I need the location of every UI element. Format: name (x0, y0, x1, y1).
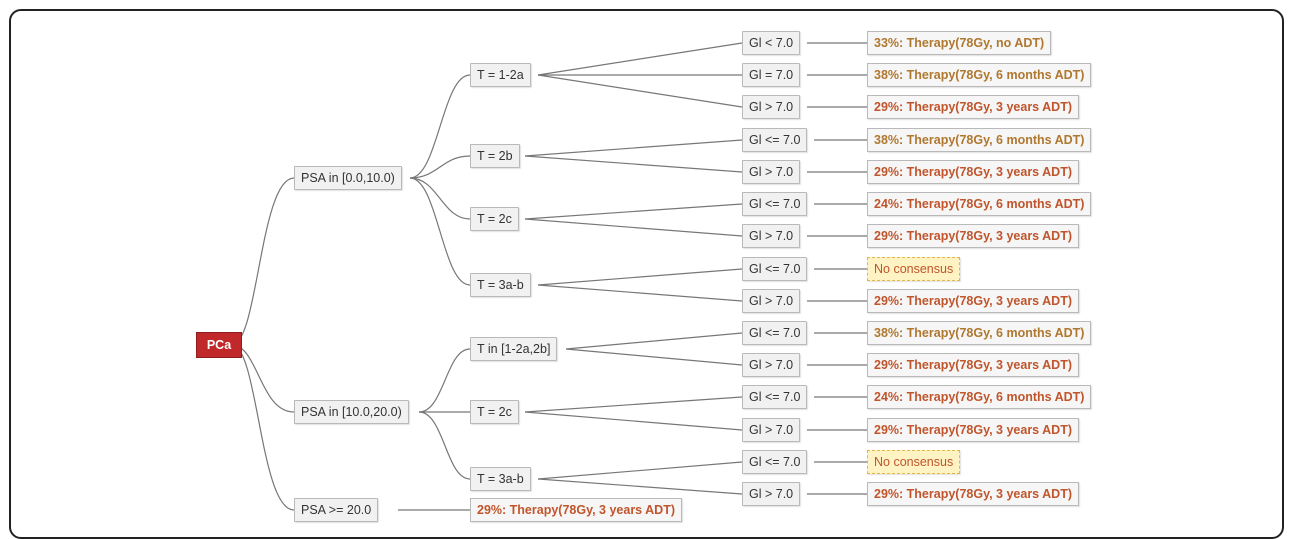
t-node-2b[interactable]: T = 2b (470, 144, 520, 168)
gl-node[interactable]: Gl = 7.0 (742, 63, 801, 87)
outcome-node[interactable]: 38%: Therapy(78Gy, 6 months ADT) (867, 63, 1092, 87)
edge-t4-gl8 (537, 268, 743, 286)
edge-t3-gl7 (524, 218, 743, 237)
outcome-node[interactable]: 29%: Therapy(78Gy, 3 years ADT) (867, 160, 1079, 184)
gl-node[interactable]: Gl < 7.0 (742, 31, 801, 55)
edge-t2-gl4 (524, 139, 743, 157)
gl-node[interactable]: Gl > 7.0 (742, 289, 801, 313)
edge-t4-gl9 (537, 284, 743, 302)
outcome-node-psa-high[interactable]: 29%: Therapy(78Gy, 3 years ADT) (470, 498, 682, 522)
psa-node-ge-20[interactable]: PSA >= 20.0 (294, 498, 379, 522)
gl-node[interactable]: Gl <= 7.0 (742, 257, 808, 281)
edge-t6-gl12 (524, 396, 743, 413)
outcome-node[interactable]: 29%: Therapy(78Gy, 3 years ADT) (867, 289, 1079, 313)
edge-psa1-t3 (409, 177, 471, 220)
tree-edges (231, 42, 867, 511)
edge-t1-gl1 (537, 42, 743, 76)
gl-node[interactable]: Gl > 7.0 (742, 160, 801, 184)
edges-gl-outcome (807, 42, 867, 495)
outcome-node[interactable]: 29%: Therapy(78Gy, 3 years ADT) (867, 224, 1079, 248)
edge-root-psa3 (231, 344, 295, 511)
gl-node[interactable]: Gl <= 7.0 (742, 128, 808, 152)
t-node-1-2a[interactable]: T = 1-2a (470, 63, 531, 87)
t-node-3a-b[interactable]: T = 3a-b (470, 273, 531, 297)
gl-node[interactable]: Gl <= 7.0 (742, 450, 808, 474)
edge-t2-gl5 (524, 155, 743, 173)
outcome-node[interactable]: 29%: Therapy(78Gy, 3 years ADT) (867, 418, 1079, 442)
edge-t1-gl3 (537, 74, 743, 108)
edge-psa2-t5 (418, 348, 471, 413)
no-consensus-node[interactable]: No consensus (867, 450, 961, 474)
gl-node[interactable]: Gl > 7.0 (742, 353, 801, 377)
gl-node[interactable]: Gl <= 7.0 (742, 192, 808, 216)
outcome-node[interactable]: 24%: Therapy(78Gy, 6 months ADT) (867, 385, 1092, 409)
edge-t7-gl14 (537, 461, 743, 480)
root-node-pca[interactable]: PCa (196, 332, 242, 358)
outcome-node[interactable]: 29%: Therapy(78Gy, 3 years ADT) (867, 95, 1079, 119)
outcome-node[interactable]: 29%: Therapy(78Gy, 3 years ADT) (867, 353, 1079, 377)
t-node-2c-psa2[interactable]: T = 2c (470, 400, 519, 424)
outcome-node[interactable]: 29%: Therapy(78Gy, 3 years ADT) (867, 482, 1079, 506)
outcome-node[interactable]: 24%: Therapy(78Gy, 6 months ADT) (867, 192, 1092, 216)
gl-node[interactable]: Gl <= 7.0 (742, 385, 808, 409)
edge-t3-gl6 (524, 203, 743, 220)
gl-node[interactable]: Gl > 7.0 (742, 418, 801, 442)
outcome-node[interactable]: 33%: Therapy(78Gy, no ADT) (867, 31, 1052, 55)
t-node-3a-b-psa2[interactable]: T = 3a-b (470, 467, 531, 491)
edge-t6-gl13 (524, 411, 743, 431)
edge-t5-gl11 (565, 348, 743, 366)
edge-t5-gl10 (565, 332, 743, 350)
no-consensus-node[interactable]: No consensus (867, 257, 961, 281)
edge-psa1-t4 (409, 177, 471, 286)
t-node-2c[interactable]: T = 2c (470, 207, 519, 231)
edge-root-psa1 (231, 177, 295, 346)
gl-node[interactable]: Gl > 7.0 (742, 95, 801, 119)
gl-node[interactable]: Gl <= 7.0 (742, 321, 808, 345)
outcome-node[interactable]: 38%: Therapy(78Gy, 6 months ADT) (867, 128, 1092, 152)
gl-node[interactable]: Gl > 7.0 (742, 224, 801, 248)
psa-node-0-10[interactable]: PSA in [0.0,10.0) (294, 166, 402, 190)
psa-node-10-20[interactable]: PSA in [10.0,20.0) (294, 400, 409, 424)
edge-psa1-t1 (409, 74, 471, 179)
edge-t7-gl15 (537, 478, 743, 495)
edge-psa1-t2 (409, 155, 471, 179)
t-node-1-2a-2b[interactable]: T in [1-2a,2b] (470, 337, 558, 361)
edge-psa2-t7 (418, 411, 471, 480)
gl-node[interactable]: Gl > 7.0 (742, 482, 801, 506)
outcome-node[interactable]: 38%: Therapy(78Gy, 6 months ADT) (867, 321, 1092, 345)
